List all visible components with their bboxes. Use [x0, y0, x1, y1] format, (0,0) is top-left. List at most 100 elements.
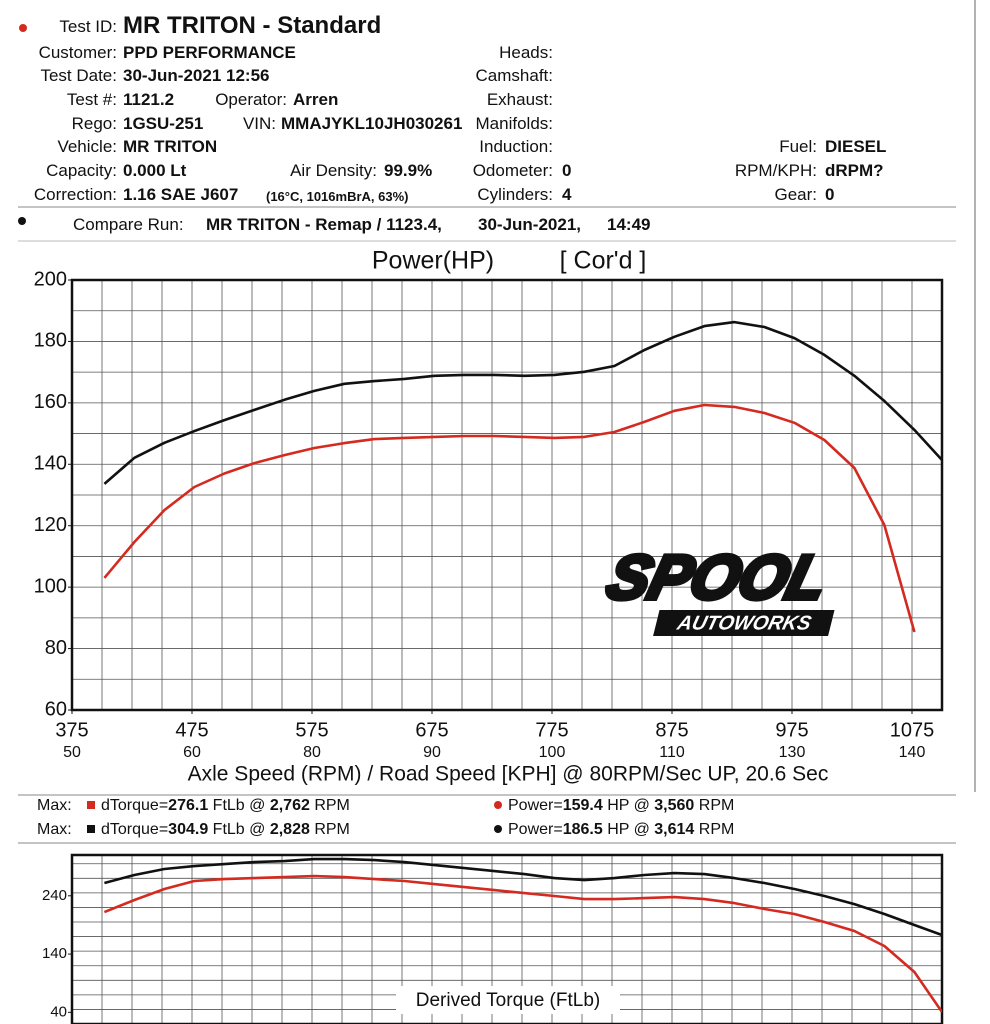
label: Camshaft:: [475, 66, 553, 85]
max-row: dTorque=276.1 FtLb @ 2,762 RPM: [87, 796, 350, 816]
max-label: Max:: [37, 797, 72, 814]
label: Manifolds:: [475, 114, 553, 133]
y-tick-label: 60: [45, 698, 67, 720]
series-line: [103, 874, 942, 1013]
y-tick-label: 100: [34, 575, 67, 597]
value: DIESEL: [825, 137, 887, 156]
max-label: Max:: [37, 821, 72, 838]
chart: 60 80 100 120 140 160 180 200 375 475 575 675 775 875…: [34, 247, 944, 786]
chart-subtitle: [ Cor'd ]: [560, 247, 647, 275]
series-marker: [87, 801, 95, 809]
logo: SPOOL AUTOWORKS: [598, 541, 837, 636]
label: Compare Run:: [73, 215, 184, 234]
value: 30-Jun-2021,: [478, 215, 581, 234]
series-marker: [87, 825, 95, 833]
y-tick-label: 40: [50, 1003, 67, 1020]
y-tick-label: 200: [34, 268, 67, 290]
value: MR TRITON - Standard: [123, 12, 382, 39]
max-label: FtLb @: [212, 821, 266, 838]
value: Arren: [293, 90, 339, 109]
value: 0: [825, 185, 835, 204]
note: (16°C, 1016mBrA, 63%): [266, 189, 409, 204]
max-row: Power=186.5 HP @ 3,614 RPM: [494, 820, 734, 840]
series-marker: [494, 825, 502, 833]
value: 0: [562, 161, 572, 180]
max-label: dTorque=: [101, 821, 169, 838]
label: Test Date:: [40, 66, 117, 85]
value: dRPM?: [825, 161, 884, 180]
max-value: 3,614: [654, 821, 695, 838]
value: MR TRITON: [123, 137, 218, 156]
value: 99.9%: [384, 161, 433, 180]
value: 1GSU-251: [123, 114, 204, 133]
x2-tick-label: 110: [659, 744, 685, 761]
x-tick-label: 475: [175, 719, 208, 741]
series-line: [103, 403, 916, 633]
chart-title: Derived Torque (FtLb): [416, 990, 600, 1011]
max-row: Power=159.4 HP @ 3,560 RPM: [494, 796, 734, 816]
title-box: [396, 986, 620, 1014]
max-value: 304.9: [168, 821, 209, 838]
x-tick-label: 575: [295, 719, 328, 741]
plot-border: [70, 278, 944, 712]
label: Induction:: [479, 137, 553, 156]
max-value: 2,762: [269, 797, 310, 814]
max-label: dTorque=: [101, 797, 169, 814]
label: Exhaust:: [486, 90, 553, 109]
chart-title: Power(HP): [372, 247, 494, 275]
label: Customer:: [38, 43, 117, 62]
y-tick-label: 180: [34, 330, 67, 352]
x2-tick-label: 100: [539, 744, 566, 761]
max-label: RPM: [314, 797, 350, 814]
x2-tick-label: 50: [63, 744, 81, 761]
value: 4: [562, 185, 572, 204]
label: Test #:: [66, 90, 117, 109]
value: 30-Jun-2021 12:56: [123, 66, 270, 85]
series-marker: [494, 801, 502, 809]
plot-border: [70, 853, 944, 1024]
chart: 40 140 240 Derived Torque (FtLb): [42, 853, 944, 1024]
x-tick-label: 1075: [890, 719, 935, 741]
x-axis-label: Axle Speed (RPM) / Road Speed [KPH] @ 80…: [188, 763, 829, 786]
logo-sub: AUTOWORKS: [674, 613, 814, 635]
x-tick-label: 675: [415, 719, 448, 741]
y-tick-label: 240: [42, 887, 67, 904]
y-tick-label: 120: [34, 514, 67, 536]
run-dot: [19, 24, 27, 32]
label: VIN:: [242, 114, 276, 133]
label: Heads:: [499, 43, 553, 62]
label: Correction:: [33, 185, 117, 204]
label: Vehicle:: [57, 137, 117, 156]
max-label: HP @: [607, 797, 650, 814]
x2-tick-label: 90: [423, 744, 441, 761]
compare-dot: [18, 217, 26, 225]
max-label: HP @: [607, 821, 650, 838]
y-tick-label: 160: [34, 391, 67, 413]
x2-tick-label: 130: [779, 744, 806, 761]
max-row: dTorque=304.9 FtLb @ 2,828 RPM: [87, 820, 350, 840]
value: MR TRITON - Remap / 1123.4,: [206, 215, 442, 234]
charts: 60 80 100 120 140 160 180 200 375 475 575 675 775 875…: [34, 247, 944, 1024]
max-value: 159.4: [562, 797, 603, 814]
x-tick-label: 975: [775, 719, 808, 741]
label: Cylinders:: [477, 185, 553, 204]
max-label: Power=: [508, 821, 563, 838]
max-value: 2,828: [269, 821, 310, 838]
label: Capacity:: [46, 161, 117, 180]
x-tick-label: 375: [55, 719, 88, 741]
y-tick-label: 140: [42, 945, 67, 962]
x-tick-label: 875: [655, 719, 688, 741]
logo-name: SPOOL: [601, 543, 835, 612]
series-line: [104, 857, 942, 937]
label: Operator:: [215, 90, 287, 109]
value: 1.16 SAE J607: [123, 185, 239, 204]
x2-tick-label: 80: [303, 744, 321, 761]
logo-band: [653, 610, 835, 636]
x2-tick-label: 60: [183, 744, 201, 761]
x-tick-label: 775: [535, 719, 568, 741]
value: 14:49: [607, 215, 651, 234]
value: 0.000 Lt: [123, 161, 187, 180]
x2-tick-label: 140: [899, 744, 926, 761]
label: Gear:: [774, 185, 817, 204]
